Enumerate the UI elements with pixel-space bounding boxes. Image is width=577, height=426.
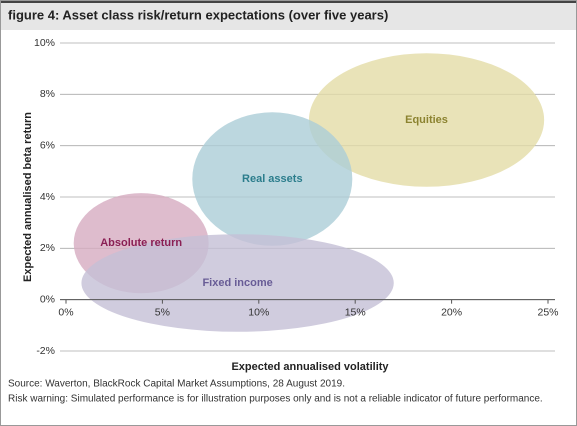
y-axis-title: Expected annualised beta return <box>22 112 34 282</box>
y-tick-label: 8% <box>40 88 55 100</box>
series-label: Fixed income <box>202 277 272 289</box>
x-tick-label: 20% <box>441 306 462 318</box>
y-tick-label: 4% <box>40 191 55 203</box>
y-tick-label: -2% <box>36 345 55 357</box>
chart-title: figure 4: Asset class risk/return expect… <box>8 7 388 22</box>
y-tick-label: 0% <box>40 293 55 305</box>
series-label: Real assets <box>242 173 303 185</box>
x-tick-label: 10% <box>248 306 269 318</box>
series-label: Equities <box>405 114 448 126</box>
x-tick-label: 25% <box>537 306 558 318</box>
x-tick-label: 15% <box>345 306 366 318</box>
title-bar <box>1 2 576 30</box>
y-tick-label: 10% <box>34 37 55 49</box>
source-note: Source: Waverton, BlackRock Capital Mark… <box>8 379 345 390</box>
series-label: Absolute return <box>100 237 182 249</box>
x-tick-label: 5% <box>155 306 170 318</box>
x-tick-label: 0% <box>58 306 73 318</box>
risk-warning: Risk warning: Simulated performance is f… <box>8 394 543 405</box>
bubble <box>192 112 353 246</box>
bubble <box>81 234 394 332</box>
bubble <box>308 53 545 187</box>
y-tick-label: 6% <box>40 139 55 151</box>
x-axis-title: Expected annualised volatility <box>231 361 389 373</box>
y-tick-label: 2% <box>40 242 55 254</box>
plot-area: -2% 0% 2% 4% 6% 8% 10% Equities Real assets Absol… <box>34 37 559 357</box>
